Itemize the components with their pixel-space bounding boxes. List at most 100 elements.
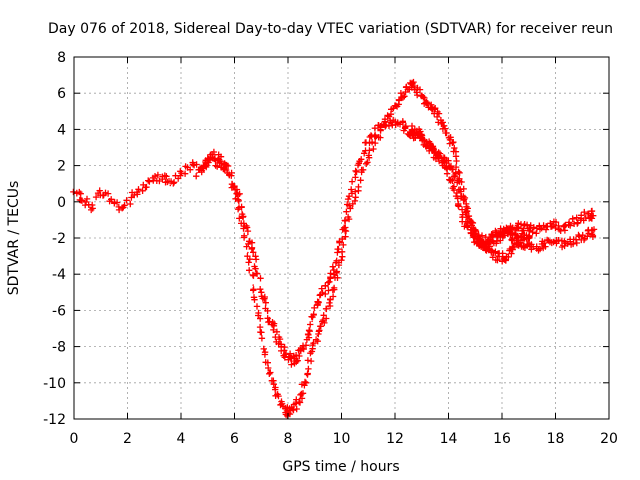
data-point: [241, 222, 244, 225]
x-tick-label: 20: [600, 431, 618, 447]
data-point: [402, 123, 404, 125]
data-point: [220, 164, 222, 167]
y-tick-label: 6: [57, 86, 66, 102]
x-tick-label: 12: [386, 431, 404, 447]
data-point: [461, 215, 463, 218]
data-point: [458, 173, 461, 176]
y-tick-label: 4: [57, 122, 66, 138]
data-point: [180, 172, 182, 174]
data-point: [241, 211, 244, 214]
data-point: [300, 392, 303, 395]
y-tick-label: -10: [43, 376, 66, 392]
data-point: [161, 173, 164, 176]
data-point: [132, 195, 134, 198]
series-track-c: [408, 122, 533, 265]
data-point: [322, 291, 324, 294]
axis-ticks: 0 2 4 6 8 10 12 14 16 18 20 -12 -10 -8 -6 -4 -2 0 2 4 6 8: [43, 50, 618, 447]
data-point: [495, 255, 498, 257]
data-point: [536, 230, 538, 232]
data-point: [273, 331, 276, 333]
data-point: [338, 248, 340, 250]
data-point: [257, 316, 260, 319]
y-tick-label: 8: [57, 50, 66, 66]
data-point: [263, 345, 265, 348]
data-point: [514, 224, 517, 227]
y-tick-label: -4: [52, 267, 66, 283]
x-tick-label: 10: [333, 431, 351, 447]
data-point: [415, 132, 418, 134]
data-point: [351, 206, 354, 208]
data-point: [359, 179, 362, 181]
data-point: [383, 123, 386, 125]
data-point: [415, 87, 418, 89]
x-tick-label: 2: [123, 431, 132, 447]
data-point: [169, 184, 172, 187]
data-point: [153, 179, 156, 181]
data-point: [511, 235, 514, 237]
data-point: [544, 226, 546, 228]
data-point: [190, 164, 193, 167]
x-axis-label: GPS time / hours: [282, 459, 399, 475]
x-tick-label: 14: [440, 431, 458, 447]
data-point: [584, 235, 586, 237]
data-point: [447, 135, 450, 138]
data-point: [437, 153, 439, 156]
series-track-b: [193, 78, 598, 420]
data-point: [592, 213, 594, 216]
data-point: [453, 148, 455, 151]
x-tick-label: 8: [284, 431, 293, 447]
data-point: [485, 240, 487, 243]
data-point: [311, 353, 313, 355]
data-point: [348, 197, 351, 199]
data-point: [519, 226, 522, 228]
data-point: [560, 244, 562, 246]
data-point: [522, 237, 525, 239]
data-point: [410, 128, 412, 131]
data-point: [469, 219, 471, 221]
data-point: [343, 224, 346, 227]
data-point: [501, 230, 503, 232]
data-point: [418, 130, 420, 132]
data-point: [263, 298, 265, 301]
y-tick-label: -2: [52, 231, 66, 247]
data-point: [560, 228, 562, 230]
data-point: [490, 237, 493, 239]
data-point: [544, 242, 546, 245]
data-point: [300, 349, 303, 352]
data-point: [311, 320, 313, 323]
data-point: [236, 197, 238, 199]
data-point: [316, 302, 319, 305]
data-point: [196, 172, 198, 174]
data-point: [354, 173, 356, 176]
data-point: [479, 242, 482, 245]
data-point: [289, 409, 292, 411]
y-axis-label: SDTVAR / TECUs: [6, 181, 22, 296]
data-point: [528, 233, 530, 236]
data-point: [287, 356, 289, 359]
y-tick-label: -6: [52, 303, 66, 319]
data-point: [252, 284, 254, 286]
data-point: [584, 215, 586, 218]
data-point: [431, 148, 434, 151]
data-point: [121, 208, 123, 210]
data-point: [279, 400, 281, 402]
data-point: [592, 231, 594, 234]
data-point: [247, 251, 249, 254]
data-point: [327, 286, 329, 288]
data-point: [463, 201, 466, 203]
data-point: [455, 195, 458, 198]
grid: [74, 57, 609, 419]
series-layer: [70, 78, 598, 420]
data-point: [215, 153, 217, 156]
data-point: [252, 255, 254, 257]
x-tick-label: 18: [547, 431, 565, 447]
y-tick-label: -12: [43, 412, 66, 428]
data-point-markers: [408, 122, 533, 265]
data-point: [501, 257, 503, 259]
data-point: [327, 306, 329, 308]
data-point: [495, 233, 498, 236]
data-point: [332, 287, 335, 290]
data-point: [506, 231, 509, 234]
data-point: [474, 233, 477, 236]
